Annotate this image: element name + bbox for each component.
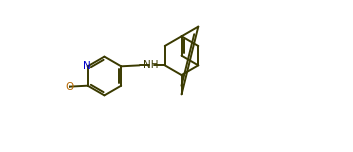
- Text: NH: NH: [143, 60, 159, 70]
- Text: O: O: [65, 82, 73, 92]
- Text: N: N: [83, 61, 91, 71]
